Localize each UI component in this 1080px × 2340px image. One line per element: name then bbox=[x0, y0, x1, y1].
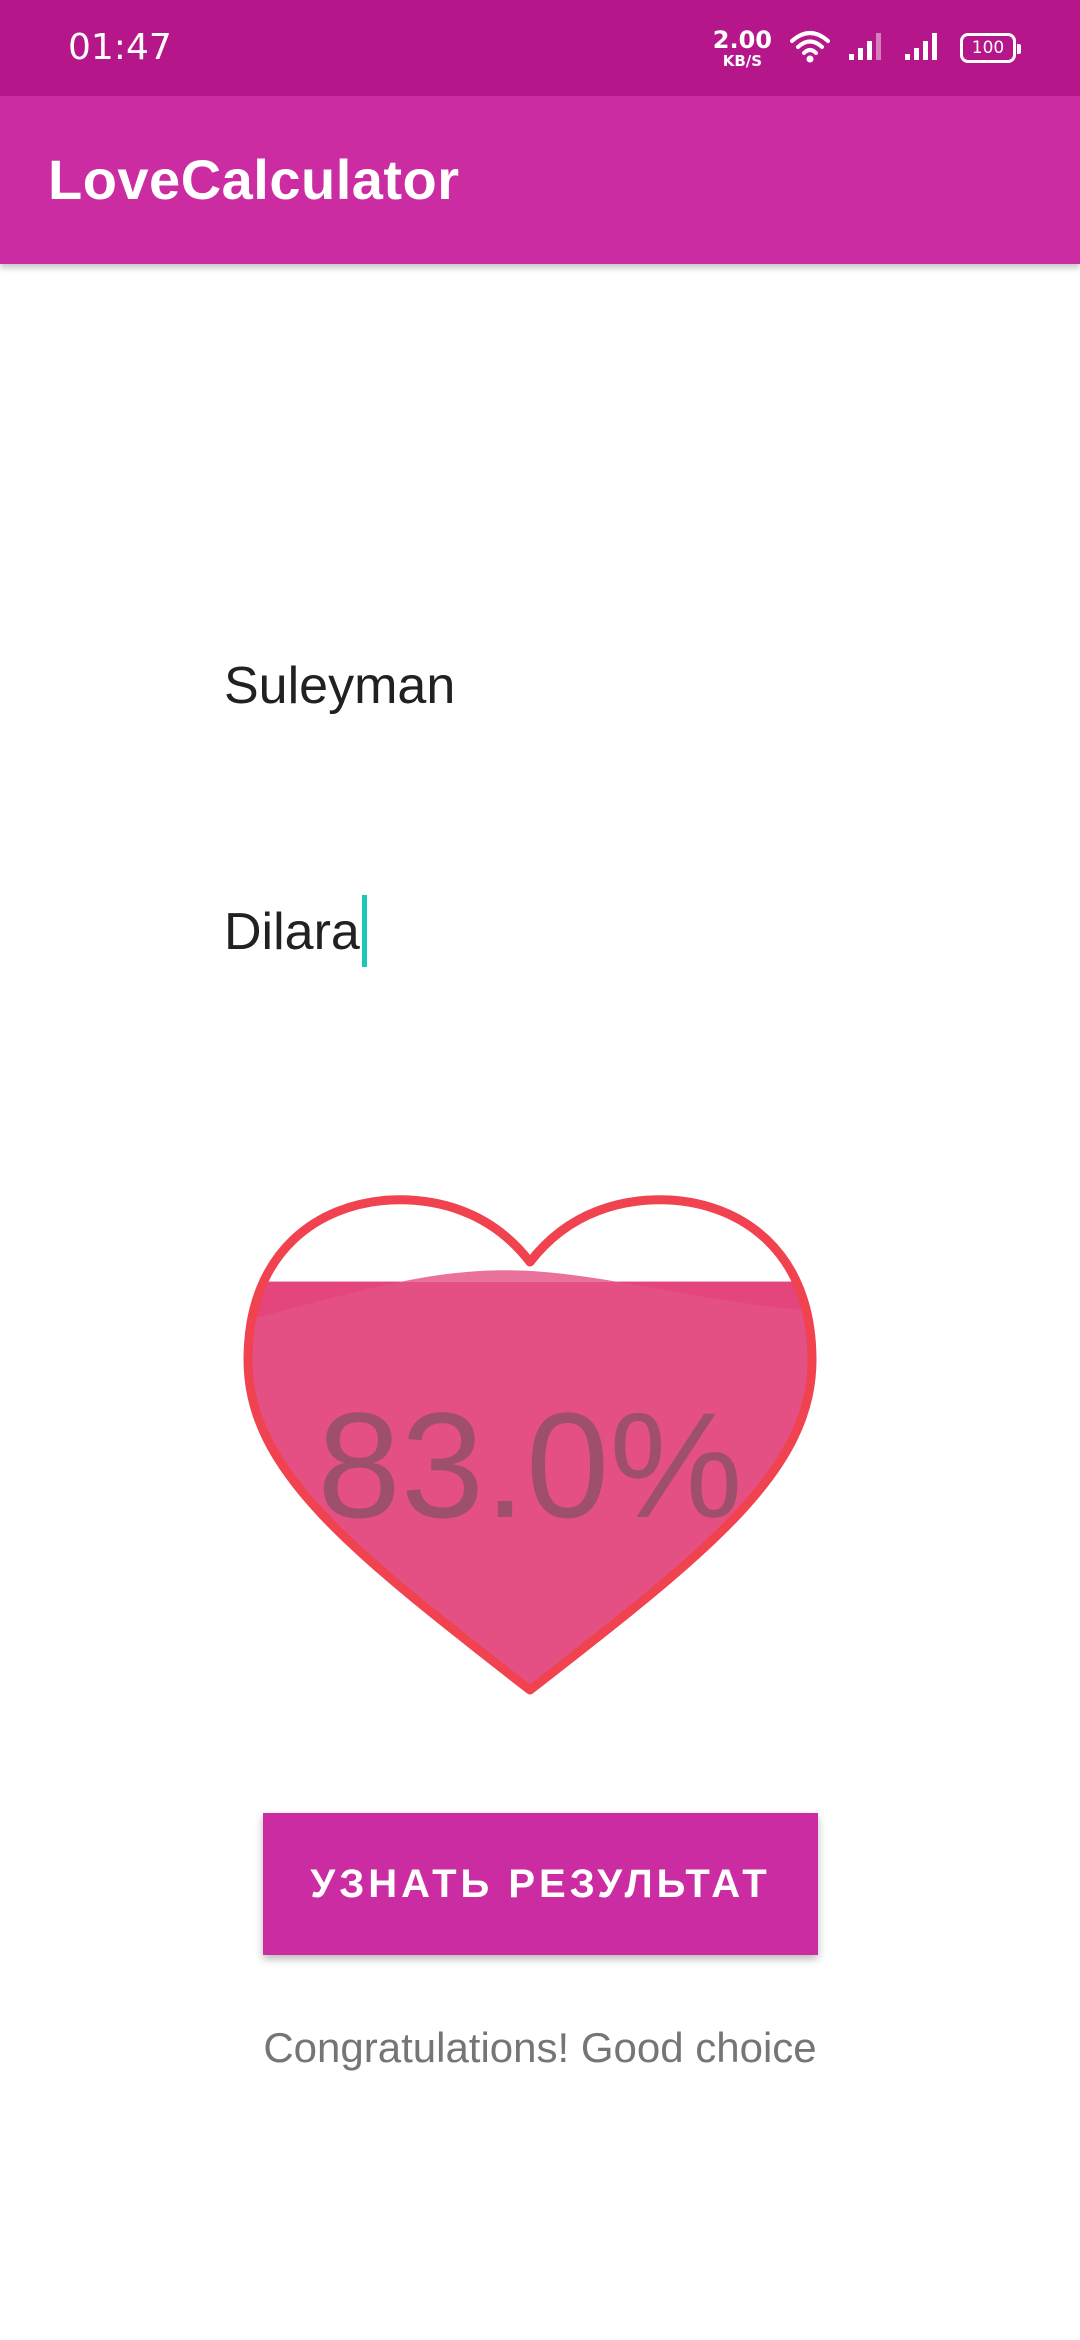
battery-icon: 100 bbox=[960, 33, 1021, 63]
second-name-input[interactable]: Dilara bbox=[224, 892, 864, 972]
app-title: LoveCalculator bbox=[48, 148, 460, 211]
result-message: Congratulations! Good choice bbox=[263, 2024, 817, 2071]
heart-icon bbox=[243, 1195, 817, 1695]
signal-icon bbox=[848, 30, 886, 67]
wifi-icon bbox=[790, 29, 830, 68]
status-time: 01:47 bbox=[68, 27, 172, 68]
first-name-value: Suleyman bbox=[224, 657, 456, 715]
status-icons: 2.00 KB/S bbox=[713, 24, 1021, 72]
signal-icon bbox=[904, 30, 942, 67]
network-speed-value: 2.00 bbox=[712, 25, 772, 54]
network-speed-unit: KB/S bbox=[722, 51, 763, 70]
app-bar: LoveCalculator bbox=[0, 96, 1080, 264]
heart-fill-wave bbox=[248, 1270, 812, 1322]
first-name-input[interactable]: Suleyman bbox=[224, 646, 864, 726]
love-meter: 83.0% bbox=[240, 1190, 820, 1710]
calculate-button[interactable]: УЗНАТЬ РЕЗУЛЬТАТ bbox=[263, 1813, 818, 1955]
love-percentage: 83.0% bbox=[317, 1380, 743, 1549]
status-bar: 01:47 2.00 KB/S bbox=[0, 0, 1080, 96]
battery-level: 100 bbox=[971, 38, 1005, 58]
network-speed: 2.00 KB/S bbox=[713, 28, 772, 69]
heart-outline bbox=[243, 1195, 817, 1695]
second-name-value: Dilara bbox=[224, 903, 360, 961]
text-cursor bbox=[361, 895, 367, 968]
